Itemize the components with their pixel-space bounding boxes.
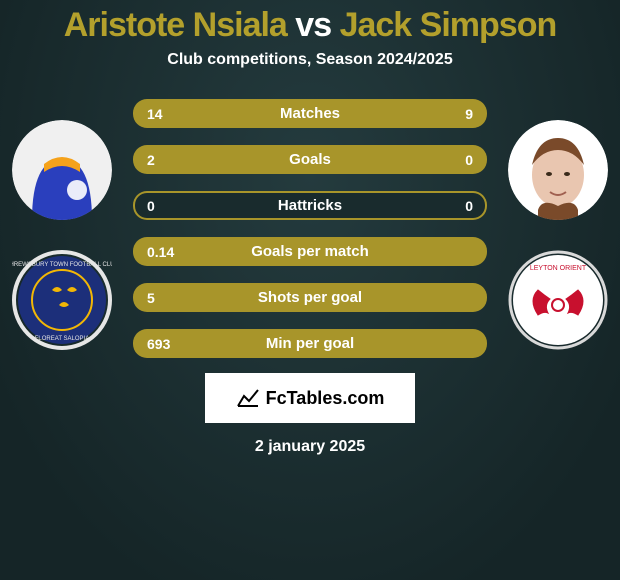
bar-value-left: 693	[147, 336, 170, 352]
crest-left: SHREWSBURY TOWN FOOTBALL CLUB FLOREAT SA…	[12, 250, 112, 350]
bar-value-right: 9	[465, 106, 473, 122]
bar-row-matches: Matches149	[133, 99, 487, 128]
title-vs: vs	[295, 6, 331, 44]
date-text: 2 january 2025	[255, 438, 365, 456]
crest-right-svg: LEYTON ORIENT	[508, 250, 608, 350]
bar-row-goals-per-match: Goals per match0.14	[133, 237, 487, 266]
bar-value-left: 14	[147, 106, 163, 122]
bar-left-fill	[133, 99, 349, 128]
page-title: Aristote Nsiala vs Jack Simpson	[64, 6, 556, 45]
fctables-logo-icon	[236, 386, 260, 410]
subtitle: Club competitions, Season 2024/2025	[167, 51, 452, 69]
bar-value-right: 0	[465, 198, 473, 214]
title-player2: Jack Simpson	[340, 6, 557, 44]
bar-label: Shots per goal	[133, 289, 487, 306]
crest-left-text-bottom: FLOREAT SALOPIA	[35, 336, 89, 342]
bar-value-left: 0	[147, 198, 155, 214]
comparison-bars: Matches149Goals20Hattricks00Goals per ma…	[133, 99, 487, 358]
bar-row-hattricks: Hattricks0 0	[133, 191, 487, 220]
content-root: Aristote Nsiala vs Jack Simpson Club com…	[0, 0, 620, 580]
bar-row-shots-per-goal: Shots per goal5	[133, 283, 487, 312]
bar-value-left: 0.14	[147, 244, 174, 260]
crest-left-svg: SHREWSBURY TOWN FOOTBALL CLUB FLOREAT SA…	[12, 250, 112, 350]
avatar-left	[12, 120, 112, 220]
bar-label: Goals	[133, 151, 487, 168]
fctables-logo-text: FcTables.com	[266, 388, 385, 409]
bar-label: Goals per match	[133, 243, 487, 260]
crest-right: LEYTON ORIENT	[508, 250, 608, 350]
avatar-left-svg	[12, 120, 112, 220]
crest-right-text: LEYTON ORIENT	[530, 265, 587, 272]
bar-value-left: 5	[147, 290, 155, 306]
bar-label: Hattricks	[133, 197, 487, 214]
avatar-right	[508, 120, 608, 220]
bar-row-goals: Goals2 0	[133, 145, 487, 174]
title-player1: Aristote Nsiala	[64, 6, 287, 44]
bar-label: Min per goal	[133, 335, 487, 352]
bar-value-left: 2	[147, 152, 155, 168]
fctables-logo: FcTables.com	[205, 373, 415, 423]
bar-value-right: 0	[465, 152, 473, 168]
bar-row-min-per-goal: Min per goal693	[133, 329, 487, 358]
crest-left-text-top: SHREWSBURY TOWN FOOTBALL CLUB	[12, 262, 112, 268]
avatar-right-svg	[508, 120, 608, 220]
